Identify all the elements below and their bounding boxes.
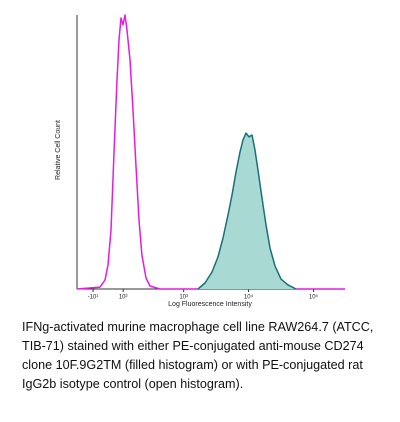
x-tick-label: 10⁴ — [244, 294, 254, 301]
y-axis-label: Relative Cell Count — [55, 120, 62, 180]
chart: Log Fluorescence Intensity Relative Cell… — [55, 14, 345, 308]
x-tick-label: 10⁵ — [309, 294, 319, 301]
x-tick-label: -10¹ — [88, 295, 99, 301]
x-tick-label: 10² — [119, 295, 128, 301]
histogram-line — [76, 14, 345, 290]
x-tick-label: 10³ — [179, 295, 188, 301]
histogram-line — [197, 132, 297, 290]
histogram-fill — [198, 133, 296, 289]
x-axis-label: Log Fluorescence Intensity — [168, 301, 252, 308]
caption: IFNg-activated murine macrophage cell li… — [22, 320, 374, 391]
